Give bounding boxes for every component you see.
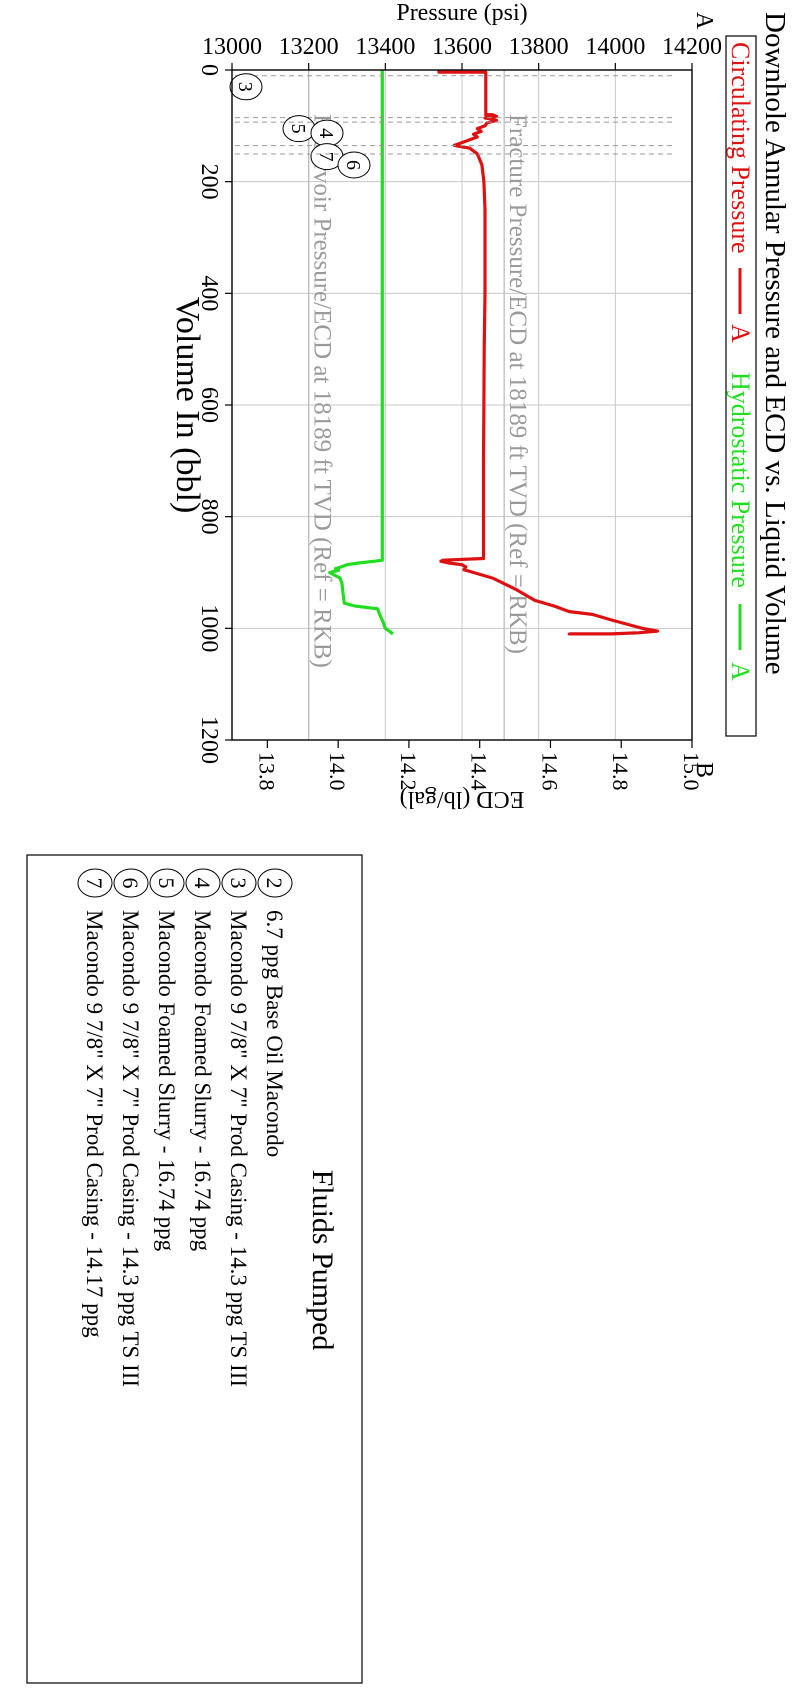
fluid-markers: 3 5 4 76 — [229, 73, 672, 179]
reference-line-label: Reservoir Pressure/ECD at 18189 ft TVD (… — [309, 114, 336, 668]
legend-hydrostatic-label: Hydrostatic Pressure — [726, 372, 755, 588]
y-right-tick-label: 13.8 — [254, 752, 279, 791]
fluid-item-number: 4 — [190, 878, 215, 889]
fluid-marker-oval — [229, 73, 263, 101]
fluid-item-oval — [113, 868, 149, 898]
x-tick-label: 600 — [196, 387, 222, 423]
x-tick-label: 1000 — [196, 604, 222, 652]
fluid-item-label: Macondo 9 7/8" X 7" Prod Casing - 14.3 p… — [226, 910, 251, 1387]
fluids-box-frame — [26, 854, 363, 1684]
x-tick-label: 1200 — [196, 716, 222, 764]
fluid-item-oval — [257, 868, 293, 898]
fluid-marker-label: 7 — [315, 152, 337, 162]
fluid-item-oval — [221, 868, 257, 898]
legend-circulating-axis: A — [726, 324, 755, 343]
series-line-hydrostatic-pressure — [328, 70, 394, 636]
y-right-tick-label: 14.4 — [467, 752, 492, 791]
y-left-tick-label: 13800 — [509, 34, 569, 60]
y-left-tick-label: 13000 — [202, 34, 262, 60]
fluids-box-heading: Fluids Pumped — [306, 1170, 339, 1351]
legend-box — [725, 35, 757, 737]
series-line-circulating-pressure — [437, 70, 660, 636]
fluid-item-oval — [185, 868, 221, 898]
fluid-item-label: Macondo Foamed Slurry - 16.74 ppg — [154, 910, 179, 1252]
fluid-item-label: Macondo 9 7/8" X 7" Prod Casing - 14.3 p… — [118, 910, 143, 1387]
legend-circulating-label: Circulating Pressure — [726, 42, 755, 254]
legend-hydrostatic-axis: A — [726, 662, 755, 681]
y-right-tick-label: 14.2 — [396, 752, 421, 791]
fluid-marker-label: 4 — [315, 128, 337, 138]
y-right-tick-label: 15.0 — [679, 752, 704, 791]
y-right-axis-label: ECD (lb/gal) — [400, 786, 525, 812]
x-axis-label: Volume In (bbl) — [169, 297, 206, 514]
y-right-tick-label: 14.0 — [325, 752, 350, 791]
y-right-tick-label: 14.8 — [608, 752, 633, 791]
fluid-item-number: 7 — [82, 878, 107, 889]
axis-ticks: 0 200 400 600 800 1000 1200 13000 13200 13400 1360… — [196, 34, 722, 791]
x-tick-label: 400 — [196, 275, 222, 311]
x-tick-label: 200 — [196, 164, 222, 200]
y-left-tick-label: 13200 — [279, 34, 339, 60]
fluid-item-number: 5 — [154, 878, 179, 889]
legend: Circulating Pressure A Hydrostatic Press… — [725, 35, 757, 737]
fluid-item-number: 6 — [118, 878, 143, 889]
series-layer — [328, 70, 660, 636]
chart-title: Downhole Annular Pressure and ECD vs. Li… — [759, 12, 791, 675]
fluid-item-label: Macondo 9 7/8" X 7" Prod Casing - 14.17 … — [82, 910, 107, 1338]
fluid-item-oval — [149, 868, 185, 898]
y-left-tick-label: 13600 — [432, 34, 492, 60]
fluid-marker-label: 3 — [234, 82, 256, 92]
axis-letter-left: A — [691, 12, 717, 30]
fluid-item-number: 2 — [262, 878, 287, 889]
y-left-tick-label: 14000 — [585, 34, 645, 60]
fluids-box: Fluids Pumped 2 6.7 ppg Base Oil Macondo 3… — [26, 854, 363, 1684]
x-tick-label: 800 — [196, 499, 222, 535]
chart-title-fragment: G — [798, 12, 802, 34]
y-left-axis-label: Pressure (psi) — [396, 0, 527, 26]
fluid-marker-oval — [337, 151, 371, 179]
fluids-list: 2 6.7 ppg Base Oil Macondo 3 Macondo 9 7/8"… — [77, 868, 293, 1387]
rotated-chart: G Downhole Annular Pressure and ECD vs. … — [26, 0, 802, 1684]
axis-letter-right: B — [691, 762, 717, 778]
fluid-marker-label: 5 — [287, 124, 309, 134]
y-left-tick-label: 13400 — [355, 34, 415, 60]
y-left-tick-label: 14200 — [662, 34, 722, 60]
reference-line-label: Fracture Pressure/ECD at 18189 ft TVD (R… — [504, 114, 531, 654]
x-tick-label: 0 — [196, 64, 222, 76]
grid — [232, 70, 692, 740]
y-right-tick-label: 14.6 — [537, 752, 562, 791]
fluid-marker-label: 6 — [342, 160, 364, 170]
fluid-item-number: 3 — [226, 878, 251, 889]
fluid-item-oval — [77, 868, 113, 898]
fluid-item-label: 6.7 ppg Base Oil Macondo — [262, 910, 287, 1157]
fluid-item-label: Macondo Foamed Slurry - 16.74 ppg — [190, 910, 215, 1252]
reference-lines: Fracture Pressure/ECD at 18189 ft TVD (R… — [308, 70, 531, 740]
